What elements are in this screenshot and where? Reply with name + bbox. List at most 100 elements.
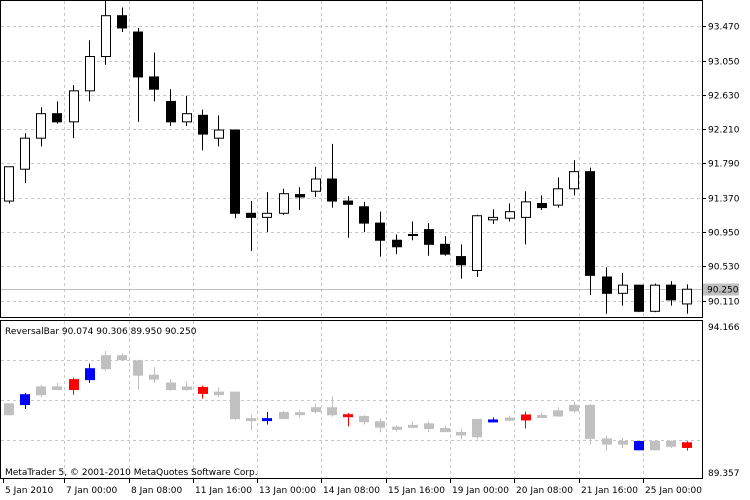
neutral-bar [408, 424, 418, 428]
bear-candle [230, 129, 240, 214]
bear-candle [295, 194, 305, 198]
neutral-bar [182, 386, 192, 391]
bear-candle [246, 212, 256, 218]
neutral-bar [279, 411, 289, 420]
time-tick-label: 15 Jan 16:00 [388, 486, 445, 496]
bear-candle [166, 100, 176, 123]
neutral-bar [359, 416, 369, 423]
neutral-bar [440, 427, 450, 433]
neutral-bar [650, 440, 660, 451]
price-axis: 93.470 93.050 92.630 92.210 91.790 91.370 90.9… [702, 23, 740, 308]
reversal-down-bar [521, 414, 531, 421]
bull-candle [101, 15, 111, 58]
bull-candle [85, 56, 95, 92]
bear-candle [327, 178, 337, 202]
reversal-up-bar [85, 368, 95, 381]
indicator-scale-label: 94.166 [708, 323, 740, 333]
neutral-bar [117, 355, 127, 361]
bear-candle [343, 200, 353, 205]
indicator-pane[interactable] [0, 320, 703, 479]
indicator-grid [1, 321, 702, 478]
neutral-bar [618, 440, 628, 445]
neutral-bar [149, 374, 159, 380]
bear-candle [424, 229, 434, 245]
bull-candle [214, 129, 224, 139]
bull-candle [650, 284, 660, 312]
bull-candle [262, 212, 272, 218]
time-tick-label: 5 Jan 2010 [5, 486, 53, 496]
bull-candle [682, 288, 692, 305]
bear-candle [117, 15, 127, 29]
price-tick-label: 90.110 [708, 298, 740, 308]
bull-candle [569, 171, 579, 190]
indicator-label: ReversalBar 90.074 90.306 89.950 90.250 [5, 327, 197, 337]
bull-candle [311, 178, 321, 192]
bull-candle [182, 113, 192, 123]
neutral-bar [456, 431, 466, 436]
bear-candle [133, 31, 143, 78]
bear-candle [149, 76, 159, 90]
neutral-bar [230, 391, 240, 420]
neutral-bar [133, 360, 143, 376]
indicator-bars [4, 351, 692, 451]
time-tick-label: 19 Jan 00:00 [452, 486, 509, 496]
reversal-down-bar [343, 414, 353, 418]
bear-candle [198, 114, 208, 135]
neutral-bar [166, 382, 176, 391]
bull-candle [36, 113, 46, 139]
neutral-bar [553, 410, 563, 417]
price-tick-label: 92.630 [708, 92, 740, 102]
bull-candle [553, 188, 563, 206]
bear-candle [456, 256, 466, 266]
neutral-bar [246, 418, 256, 422]
time-tick-label: 11 Jan 16:00 [195, 486, 252, 496]
time-axis: 5 Jan 2010 7 Jan 00:00 8 Jan 08:00 11 Jan 1… [3, 479, 702, 496]
time-tick-label: 7 Jan 00:00 [66, 486, 118, 496]
copyright-text: MetaTrader 5, © 2001-2010 MetaQuotes Sof… [5, 468, 258, 478]
bear-candle [359, 206, 369, 224]
bull-candle [472, 215, 482, 271]
price-tick-label: 91.790 [708, 160, 740, 170]
neutral-bar [472, 418, 482, 438]
bear-candle [440, 243, 450, 255]
reversal-down-bar [682, 442, 692, 448]
neutral-bar [214, 391, 224, 396]
neutral-bar [392, 426, 402, 430]
bull-candle [521, 201, 531, 218]
bear-candle [602, 276, 612, 294]
bull-candle [279, 193, 289, 214]
bull-candle [4, 166, 14, 202]
neutral-bar [666, 440, 676, 447]
bear-candle [666, 284, 676, 301]
bear-candle [375, 222, 385, 241]
time-tick-label: 13 Jan 00:00 [259, 486, 316, 496]
neutral-bar [375, 421, 385, 428]
bear-candle [392, 239, 402, 248]
price-tick-label: 90.950 [708, 229, 740, 239]
reversal-up-bar [634, 440, 644, 451]
neutral-bar [295, 412, 305, 416]
bear-candle [585, 171, 595, 276]
indicator-axis: 94.166 89.357 [708, 323, 740, 479]
neutral-bar [327, 407, 337, 416]
bull-candle [408, 234, 418, 237]
price-tick-label: 91.370 [708, 195, 740, 205]
price-candles [4, 1, 692, 314]
bear-candle [634, 284, 644, 312]
neutral-bar [505, 417, 515, 421]
neutral-bar [424, 423, 434, 429]
bull-candle [488, 216, 498, 221]
bull-candle [505, 211, 515, 219]
neutral-bar [101, 355, 111, 370]
bear-candle [537, 203, 547, 209]
neutral-bar [569, 404, 579, 412]
bull-candle [20, 137, 30, 170]
time-tick-label: 25 Jan 00:00 [645, 486, 702, 496]
reversal-up-bar [20, 394, 30, 406]
neutral-bar [602, 438, 612, 445]
neutral-bar [52, 386, 62, 391]
price-tick-label: 93.470 [708, 23, 740, 33]
neutral-bar [4, 403, 14, 416]
neutral-bar [585, 404, 595, 439]
